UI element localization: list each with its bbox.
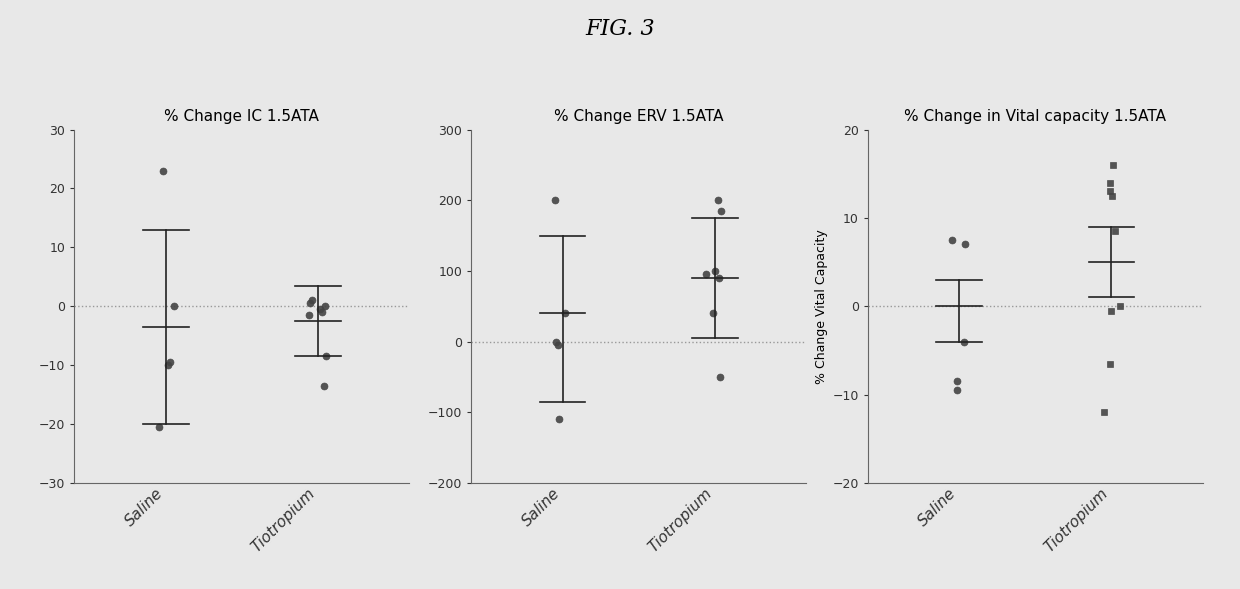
Title: % Change ERV 1.5ATA: % Change ERV 1.5ATA (554, 109, 723, 124)
Title: % Change IC 1.5ATA: % Change IC 1.5ATA (165, 109, 319, 124)
Title: % Change in Vital capacity 1.5ATA: % Change in Vital capacity 1.5ATA (904, 109, 1167, 124)
Text: FIG. 3: FIG. 3 (585, 18, 655, 39)
Y-axis label: % Change Vital Capacity: % Change Vital Capacity (816, 229, 828, 383)
